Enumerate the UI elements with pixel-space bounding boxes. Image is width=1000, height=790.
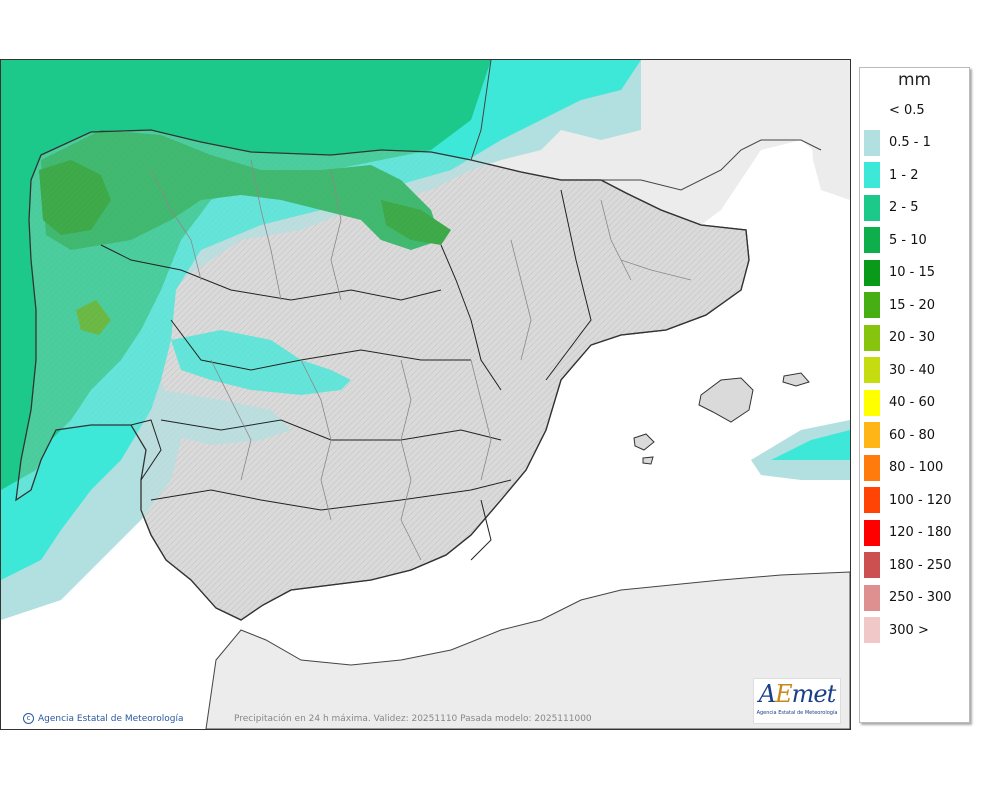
legend-swatch bbox=[864, 617, 880, 643]
legend-label: 5 - 10 bbox=[889, 232, 927, 248]
iberia-coastline bbox=[15, 129, 750, 621]
legend-label: 10 - 15 bbox=[889, 265, 936, 280]
legend-item: 10 - 15 bbox=[864, 259, 936, 286]
aemet-logo-subtitle: Agencia Estatal de Meteorología bbox=[756, 710, 838, 716]
map-caption: Precipitación en 24 h máxima. Validez: 2… bbox=[234, 714, 592, 724]
precipitation-map[interactable]: c Agencia Estatal de Meteorología Precip… bbox=[0, 59, 851, 730]
africa-land bbox=[205, 571, 850, 729]
legend-swatch bbox=[864, 584, 880, 611]
legend-label: 80 - 100 bbox=[889, 460, 944, 475]
iberia-relief bbox=[16, 130, 749, 620]
sardinia-land bbox=[811, 120, 850, 200]
legend-label: 30 - 40 bbox=[889, 362, 936, 378]
legend-swatch bbox=[864, 519, 880, 546]
legend-swatch bbox=[864, 227, 880, 253]
legend-swatch bbox=[864, 292, 880, 318]
ibiza-island bbox=[633, 433, 655, 451]
legend-swatch bbox=[864, 487, 880, 513]
mallorca-island bbox=[698, 377, 754, 423]
legend-swatch bbox=[864, 97, 880, 123]
legend-item: < 0.5 bbox=[864, 97, 925, 123]
legend-swatch bbox=[864, 422, 880, 448]
legend-item: 100 - 120 bbox=[864, 487, 952, 513]
legend-label: 0.5 - 1 bbox=[889, 135, 931, 150]
legend-swatch bbox=[864, 389, 880, 416]
legend-label: 1 - 2 bbox=[889, 167, 919, 183]
legend-swatch bbox=[864, 162, 880, 188]
aemet-logo: AEmet Agencia Estatal de Meteorología bbox=[753, 678, 841, 724]
legend-item: 0.5 - 1 bbox=[864, 129, 931, 156]
france-border bbox=[470, 60, 492, 161]
legend-label: 60 - 80 bbox=[889, 427, 936, 443]
aemet-logo-wordmark: AEmet bbox=[758, 680, 836, 708]
legend-label: 100 - 120 bbox=[889, 492, 952, 508]
legend-item: 80 - 100 bbox=[864, 454, 944, 481]
legend-label: 15 - 20 bbox=[889, 297, 936, 313]
precip-balearic-1-2 bbox=[771, 430, 850, 460]
legend-label: 120 - 180 bbox=[889, 525, 952, 540]
aemet-credit: c Agencia Estatal de Meteorología bbox=[23, 713, 184, 724]
legend-label: 180 - 250 bbox=[889, 557, 952, 573]
legend-item: 40 - 60 bbox=[864, 389, 936, 416]
legend-label: 40 - 60 bbox=[889, 395, 936, 410]
legend-item: 1 - 2 bbox=[864, 162, 919, 188]
legend-item: 60 - 80 bbox=[864, 422, 935, 448]
legend-swatch bbox=[864, 129, 880, 156]
province-borders bbox=[150, 159, 692, 561]
legend-swatch bbox=[864, 357, 880, 383]
legend-item: 20 - 30 bbox=[864, 324, 936, 351]
legend-item: 120 - 180 bbox=[864, 519, 952, 546]
legend-item: 300 > bbox=[864, 617, 929, 643]
formentera-island bbox=[642, 456, 654, 465]
legend-item: 250 - 300 bbox=[864, 584, 952, 611]
legend-unit: mm bbox=[897, 70, 932, 90]
legend-label: 2 - 5 bbox=[889, 200, 919, 215]
legend-label: 20 - 30 bbox=[889, 330, 936, 345]
legend-item: 15 - 20 bbox=[864, 292, 935, 318]
legend-swatch bbox=[864, 259, 880, 286]
france-coast bbox=[601, 139, 822, 191]
legend-swatch bbox=[864, 454, 880, 481]
legend-item: 180 - 250 bbox=[864, 552, 952, 578]
credit-text: Agencia Estatal de Meteorología bbox=[38, 713, 184, 724]
map-canvas bbox=[1, 60, 850, 729]
legend-item: 5 - 10 bbox=[864, 227, 927, 253]
legend-label: < 0.5 bbox=[889, 102, 925, 118]
legend-item: 30 - 40 bbox=[864, 357, 935, 383]
legend-swatch bbox=[864, 324, 880, 351]
copyright-icon: c bbox=[23, 713, 34, 724]
menorca-island bbox=[782, 372, 810, 387]
legend-swatch bbox=[864, 552, 880, 578]
legend-label: 250 - 300 bbox=[889, 590, 952, 605]
legend-label: 300 > bbox=[889, 622, 929, 638]
precipitation-legend: mm < 0.5 0.5 - 1 1 - 2 2 - 5 5 - 10 10 - 15 15… bbox=[859, 67, 970, 723]
legend-item: 2 - 5 bbox=[864, 194, 919, 221]
legend-swatch bbox=[864, 194, 880, 221]
